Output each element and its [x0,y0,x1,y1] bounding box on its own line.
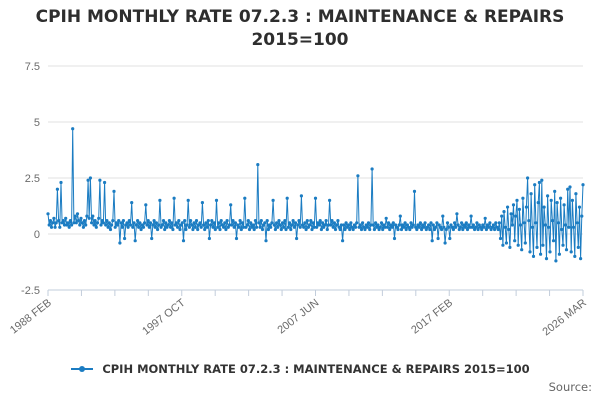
y-tick-label: 5 [34,117,40,129]
series-markers [46,127,585,263]
legend-item[interactable]: CPIH MONTHLY RATE 07.2.3 : MAINTENANCE &… [70,362,530,376]
legend: CPIH MONTHLY RATE 07.2.3 : MAINTENANCE &… [0,360,600,378]
x-axis-ticks [47,290,584,296]
y-tick-label: -2.5 [21,285,40,297]
x-tick-label: 2017 FEB [409,297,455,337]
y-tick-label: 0 [34,229,40,241]
legend-dot-icon [79,366,86,372]
legend-line-marker-icon [71,366,94,372]
source-label: Source: [548,380,592,394]
gridlines [48,65,583,235]
legend-label: CPIH MONTHLY RATE 07.2.3 : MAINTENANCE &… [102,362,530,376]
page-title: CPIH MONTHLY RATE 07.2.3 : MAINTENANCE &… [35,7,565,50]
x-tick-label: 1988 FEB [8,297,54,337]
y-tick-label: 2.5 [25,173,40,185]
y-axis-labels: 7.5 5 2.5 0 -2.5 [21,61,40,297]
series-line [47,128,584,261]
y-tick-label: 7.5 [25,61,40,73]
x-axis-labels: 1988 FEB 1997 OCT 2007 JUN 2017 FEB 2026 MAR [8,297,589,339]
x-tick-label: 2026 MAR [540,297,588,338]
x-tick-label: 1997 OCT [140,297,188,338]
x-tick-label: 2007 JUN [275,297,321,337]
